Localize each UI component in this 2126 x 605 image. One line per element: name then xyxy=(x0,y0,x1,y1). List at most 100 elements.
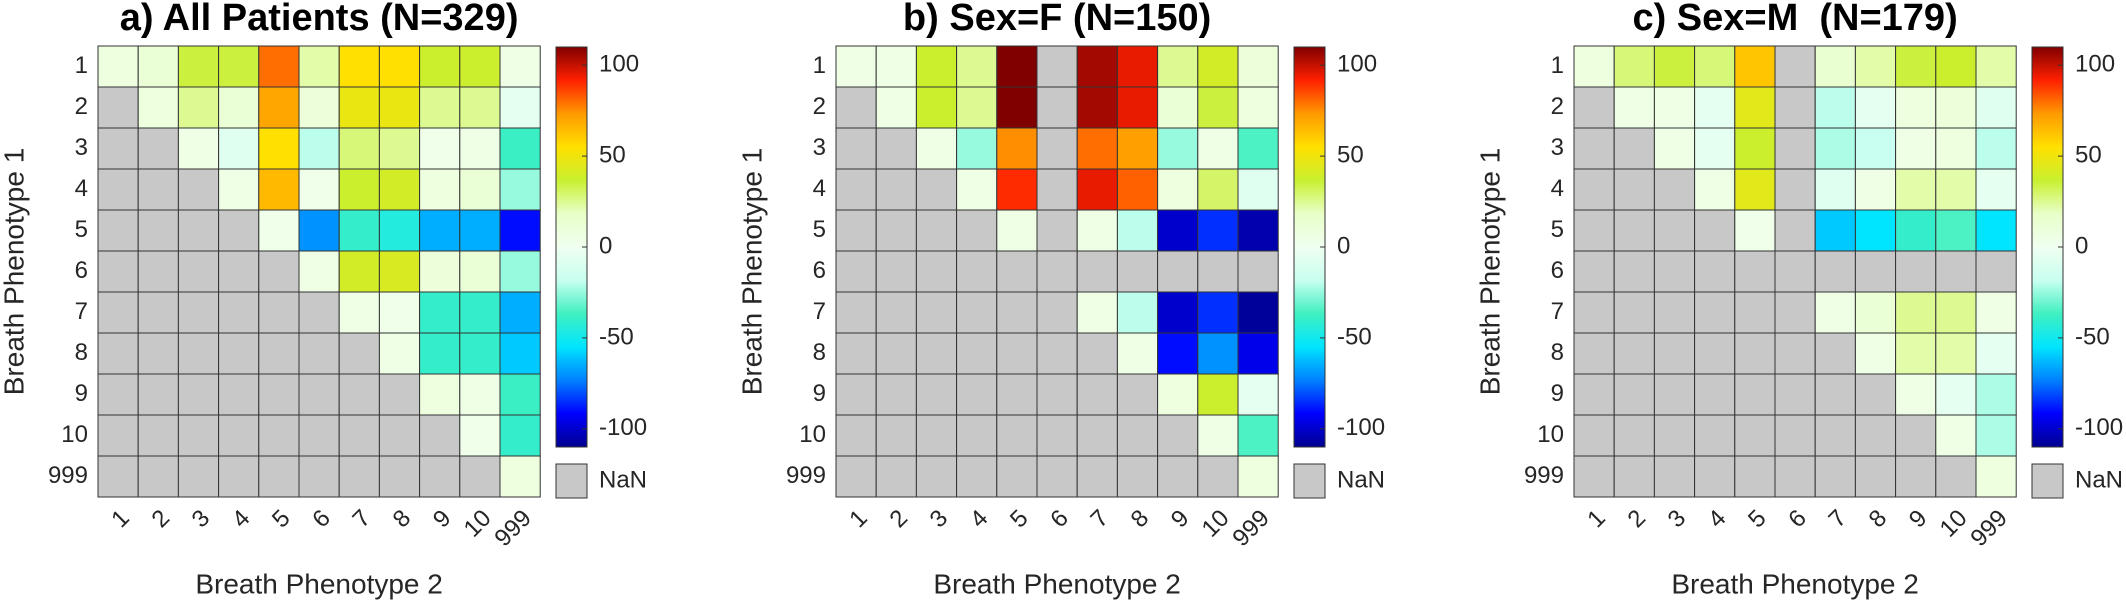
colorbar-tick-label: 50 xyxy=(599,141,626,168)
heatmap-cell xyxy=(1734,414,1776,457)
heatmap-cell xyxy=(1197,414,1239,457)
heatmap-cell xyxy=(875,86,917,129)
heatmap-cell xyxy=(258,291,300,334)
nan-label: NaN xyxy=(1337,466,1385,493)
x-tick-label: 3 xyxy=(925,505,954,534)
heatmap-cell xyxy=(1975,291,2017,334)
y-tick-label: 9 xyxy=(813,380,826,407)
heatmap-cell xyxy=(1694,209,1736,252)
heatmap-cell xyxy=(1935,373,1977,416)
x-tick-label: 5 xyxy=(1005,505,1034,534)
y-tick-label: 6 xyxy=(1551,257,1564,284)
heatmap-cell xyxy=(1076,373,1118,416)
y-tick-label: 2 xyxy=(75,93,88,120)
heatmap-cell xyxy=(1613,455,1655,498)
heatmap-cell xyxy=(1975,168,2017,211)
nan-swatch xyxy=(1293,463,1326,499)
x-tick-label: 3 xyxy=(1663,505,1692,534)
heatmap-cell xyxy=(1653,373,1696,416)
heatmap-cell xyxy=(1116,45,1159,88)
heatmap-cell xyxy=(1653,86,1696,129)
heatmap-cell xyxy=(1895,168,1937,211)
colorbar-tick-label: 0 xyxy=(1337,232,1350,259)
heatmap-cell xyxy=(419,209,461,252)
heatmap-cell xyxy=(137,86,179,129)
y-tick-label: 7 xyxy=(813,298,826,325)
heatmap-cell xyxy=(258,250,300,293)
heatmap-cell xyxy=(1694,168,1736,211)
heatmap-cell xyxy=(1157,373,1199,416)
nan-label: NaN xyxy=(2075,466,2123,493)
heatmap-cell xyxy=(378,291,421,334)
heatmap-cell xyxy=(1116,127,1159,170)
heatmap-cell xyxy=(137,209,179,252)
heatmap-cell xyxy=(137,455,179,498)
heatmap-cell xyxy=(1734,168,1776,211)
heatmap-cell xyxy=(1734,250,1776,293)
heatmap-cell xyxy=(177,168,220,211)
heatmap-cell xyxy=(1854,168,1897,211)
heatmap-cell xyxy=(1197,209,1239,252)
heatmap-cell xyxy=(177,332,220,375)
colorbar xyxy=(2031,46,2064,448)
colorbar-tick-label: -50 xyxy=(1337,323,1372,350)
x-tick-label: 6 xyxy=(1783,505,1812,534)
y-tick-label: 6 xyxy=(75,257,88,284)
heatmap-cell xyxy=(419,127,461,170)
heatmap-cell xyxy=(1895,45,1937,88)
heatmap-cell xyxy=(298,127,340,170)
heatmap-cell xyxy=(1237,373,1279,416)
y-tick-label: 9 xyxy=(1551,380,1564,407)
heatmap-cell xyxy=(1036,332,1078,375)
heatmap-cell xyxy=(338,209,380,252)
heatmap-cell xyxy=(258,45,300,88)
heatmap-cell xyxy=(915,332,958,375)
y-tick-label: 5 xyxy=(75,216,88,243)
heatmap-cell xyxy=(499,209,541,252)
heatmap-cell xyxy=(1157,332,1199,375)
heatmap-cell xyxy=(1653,414,1696,457)
heatmap-cell xyxy=(1076,168,1118,211)
heatmap-cell xyxy=(459,209,501,252)
heatmap-cell xyxy=(1895,209,1937,252)
heatmap-cell xyxy=(378,373,421,416)
heatmap-cell xyxy=(97,455,139,498)
heatmap-cell xyxy=(1895,291,1937,334)
heatmap-cell xyxy=(137,168,179,211)
heatmap-cell xyxy=(298,250,340,293)
y-tick-label: 10 xyxy=(61,421,88,448)
colorbar-tick-label: -100 xyxy=(2075,414,2123,441)
heatmap-cell xyxy=(499,127,541,170)
heatmap-cell xyxy=(996,209,1038,252)
heatmap-cell xyxy=(996,373,1038,416)
y-tick-label: 8 xyxy=(75,339,88,366)
x-tick-label: 6 xyxy=(307,505,336,534)
heatmap-cell xyxy=(298,373,340,416)
heatmap-cell xyxy=(915,209,958,252)
heatmap-cell xyxy=(1854,127,1897,170)
heatmap-cell xyxy=(177,250,220,293)
heatmap-cell xyxy=(1036,209,1078,252)
heatmap-cell xyxy=(97,127,139,170)
heatmap-cell xyxy=(956,332,998,375)
heatmap-cell xyxy=(1814,250,1856,293)
heatmap-cell xyxy=(97,250,139,293)
heatmap-cell xyxy=(1774,209,1816,252)
heatmap-cell xyxy=(1116,373,1159,416)
heatmap-cell xyxy=(1895,455,1937,498)
heatmap-cell xyxy=(1237,86,1279,129)
heatmap-cell xyxy=(177,455,220,498)
y-axis-label: Breath Phenotype 1 xyxy=(0,148,29,396)
heatmap-cell xyxy=(1975,373,2017,416)
heatmap-cell xyxy=(97,86,139,129)
heatmap-cell xyxy=(258,209,300,252)
heatmap-cell xyxy=(1076,291,1118,334)
heatmap-cell xyxy=(835,332,877,375)
heatmap-cell xyxy=(1237,45,1279,88)
heatmap-cell xyxy=(419,45,461,88)
heatmap-cell xyxy=(1613,45,1655,88)
heatmap-cell xyxy=(956,455,998,498)
heatmap-cell xyxy=(1116,86,1159,129)
colorbar-tick-label: -100 xyxy=(599,414,647,441)
